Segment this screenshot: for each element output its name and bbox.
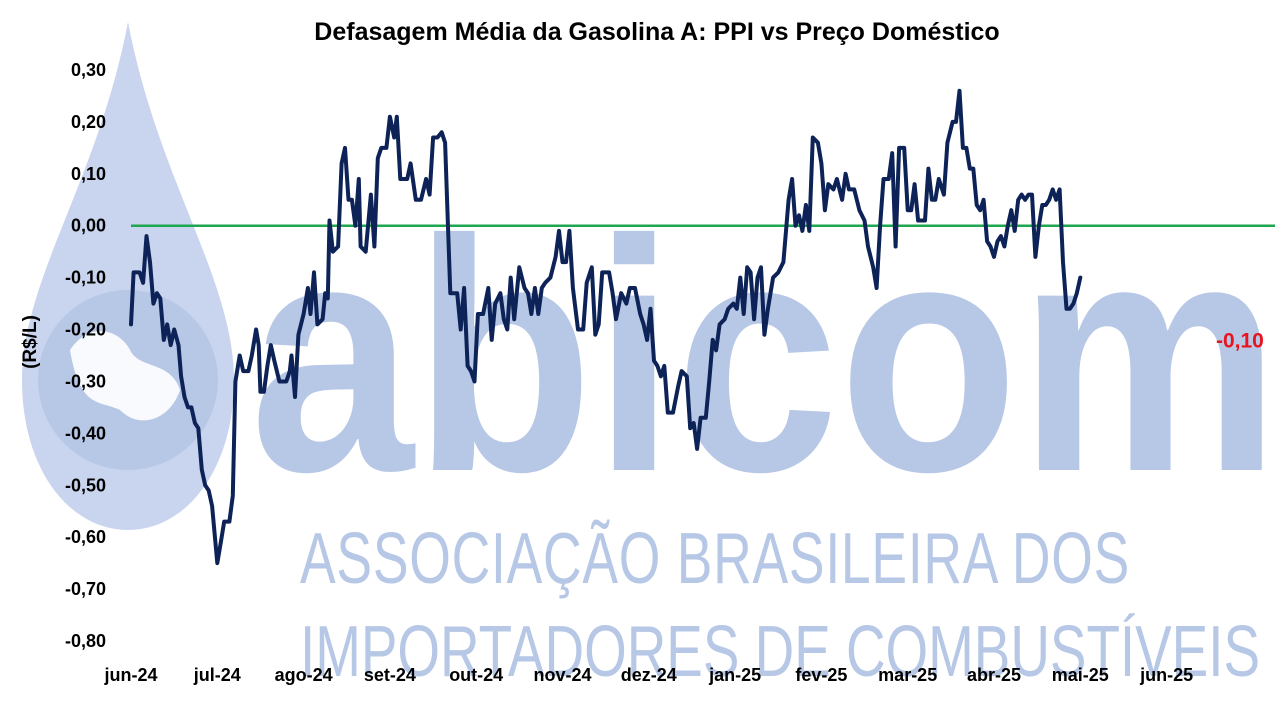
x-tick-label: fev-25 xyxy=(795,665,847,685)
x-tick-label: dez-24 xyxy=(621,665,677,685)
y-axis-label: (R$/L) xyxy=(20,315,41,369)
y-axis-ticks: 0,30 0,20 0,10 0,00 -0,10 -0,20 -0,30 -0,40 -0,5… xyxy=(65,60,106,651)
x-tick-label: ago-24 xyxy=(275,665,333,685)
x-tick-label: jul-24 xyxy=(193,665,241,685)
y-tick-label: -0,30 xyxy=(65,371,106,391)
x-tick-label: mar-25 xyxy=(878,665,937,685)
x-tick-label: jun-24 xyxy=(103,665,157,685)
y-tick-label: 0,00 xyxy=(71,216,106,236)
y-tick-label: -0,80 xyxy=(65,631,106,651)
y-tick-label: 0,20 xyxy=(71,112,106,132)
watermark-brand: abicom xyxy=(250,171,1280,540)
watermark-line1: ASSOCIAÇÃO BRASILEIRA DOS xyxy=(300,519,1130,599)
x-tick-label: set-24 xyxy=(364,665,416,685)
series-group xyxy=(129,88,1083,566)
abicom-watermark: abicom ASSOCIAÇÃO BRASILEIRA DOS IMPORTA… xyxy=(22,22,1280,692)
x-tick-label: nov-24 xyxy=(533,665,591,685)
y-tick-label: -0,50 xyxy=(65,475,106,495)
x-tick-label: out-24 xyxy=(449,665,503,685)
x-tick-label: jun-25 xyxy=(1139,665,1193,685)
x-tick-label: abr-25 xyxy=(967,665,1021,685)
y-tick-label: -0,20 xyxy=(65,320,106,340)
y-tick-label: -0,40 xyxy=(65,423,106,443)
y-tick-label: 0,10 xyxy=(71,164,106,184)
y-tick-label: -0,70 xyxy=(65,579,106,599)
x-axis-ticks: jun-24 jul-24 ago-24 set-24 out-24 nov-24 dez-… xyxy=(103,665,1193,685)
y-tick-label: -0,10 xyxy=(65,268,106,288)
x-tick-label: mai-25 xyxy=(1052,665,1109,685)
y-tick-label: -0,60 xyxy=(65,527,106,547)
x-tick-label: jan-25 xyxy=(708,665,761,685)
y-tick-label: 0,30 xyxy=(71,60,106,80)
last-value-label: -0,10 xyxy=(1216,330,1264,353)
watermark-line2: IMPORTADORES DE COMBUSTÍVEIS xyxy=(300,612,1260,692)
series-line xyxy=(129,88,1083,566)
chart-title: Defasagem Média da Gasolina A: PPI vs Pr… xyxy=(314,18,999,46)
